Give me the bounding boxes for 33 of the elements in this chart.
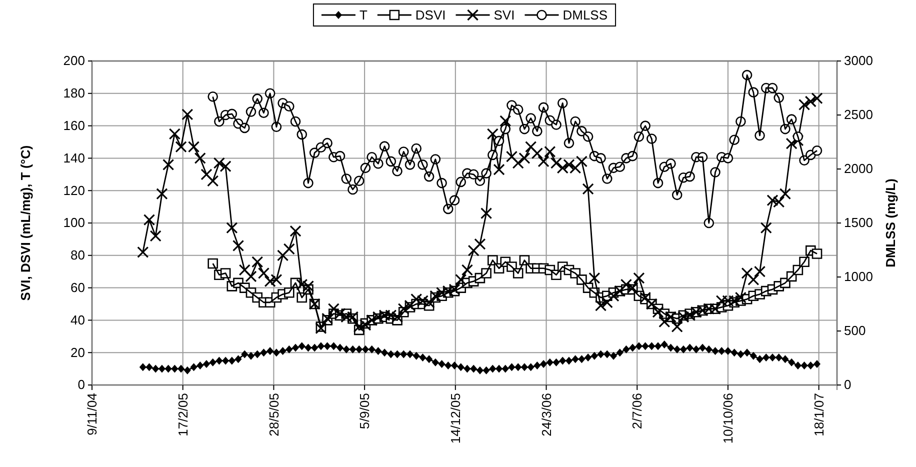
y2-axis-title: DMLSS (mg/L) [883,178,898,268]
y2-tick-label: 1500 [844,215,873,230]
x-tick-label: 14/12/05 [448,393,463,444]
y2-tick-label: 3000 [844,53,873,68]
legend-label: T [359,8,368,23]
y-tick-label: 20 [70,344,85,360]
y2-tick-label: 2000 [844,161,873,176]
y-tick-label: 200 [63,53,85,68]
x-tick-label: 28/5/05 [266,393,282,436]
y-tick-label: 60 [70,280,85,295]
y2-tick-label: 500 [844,323,866,338]
legend-label: SVI [494,8,515,23]
y-tick-label: 80 [70,248,85,263]
y2-tick-label: 0 [844,377,852,392]
y-tick-label: 140 [63,150,85,166]
y-tick-label: 40 [70,312,85,328]
legend-label: DSVI [415,8,446,23]
y-tick-label: 0 [78,377,85,392]
legend-label: DMLSS [562,8,608,23]
x-tick-label: 10/10/06 [720,393,736,444]
y-tick-label: 160 [63,118,85,133]
x-tick-label: 5/9/05 [357,393,372,430]
x-tick-label: 24/3/06 [538,393,554,436]
y2-tick-label: 1000 [844,269,873,284]
x-tick-label: 9/11/04 [84,393,100,436]
x-tick-label: 17/2/05 [175,393,190,436]
y-tick-label: 100 [63,215,85,230]
x-tick-label: 18/1/07 [811,393,826,436]
y-tick-label: 180 [63,86,85,101]
y2-tick-label: 2500 [844,107,873,122]
x-tick-label: 2/7/06 [630,393,645,430]
y-axis-title: SVI, DSVI (mL/mg), T (°C) [18,145,33,301]
y-tick-label: 120 [63,182,85,198]
